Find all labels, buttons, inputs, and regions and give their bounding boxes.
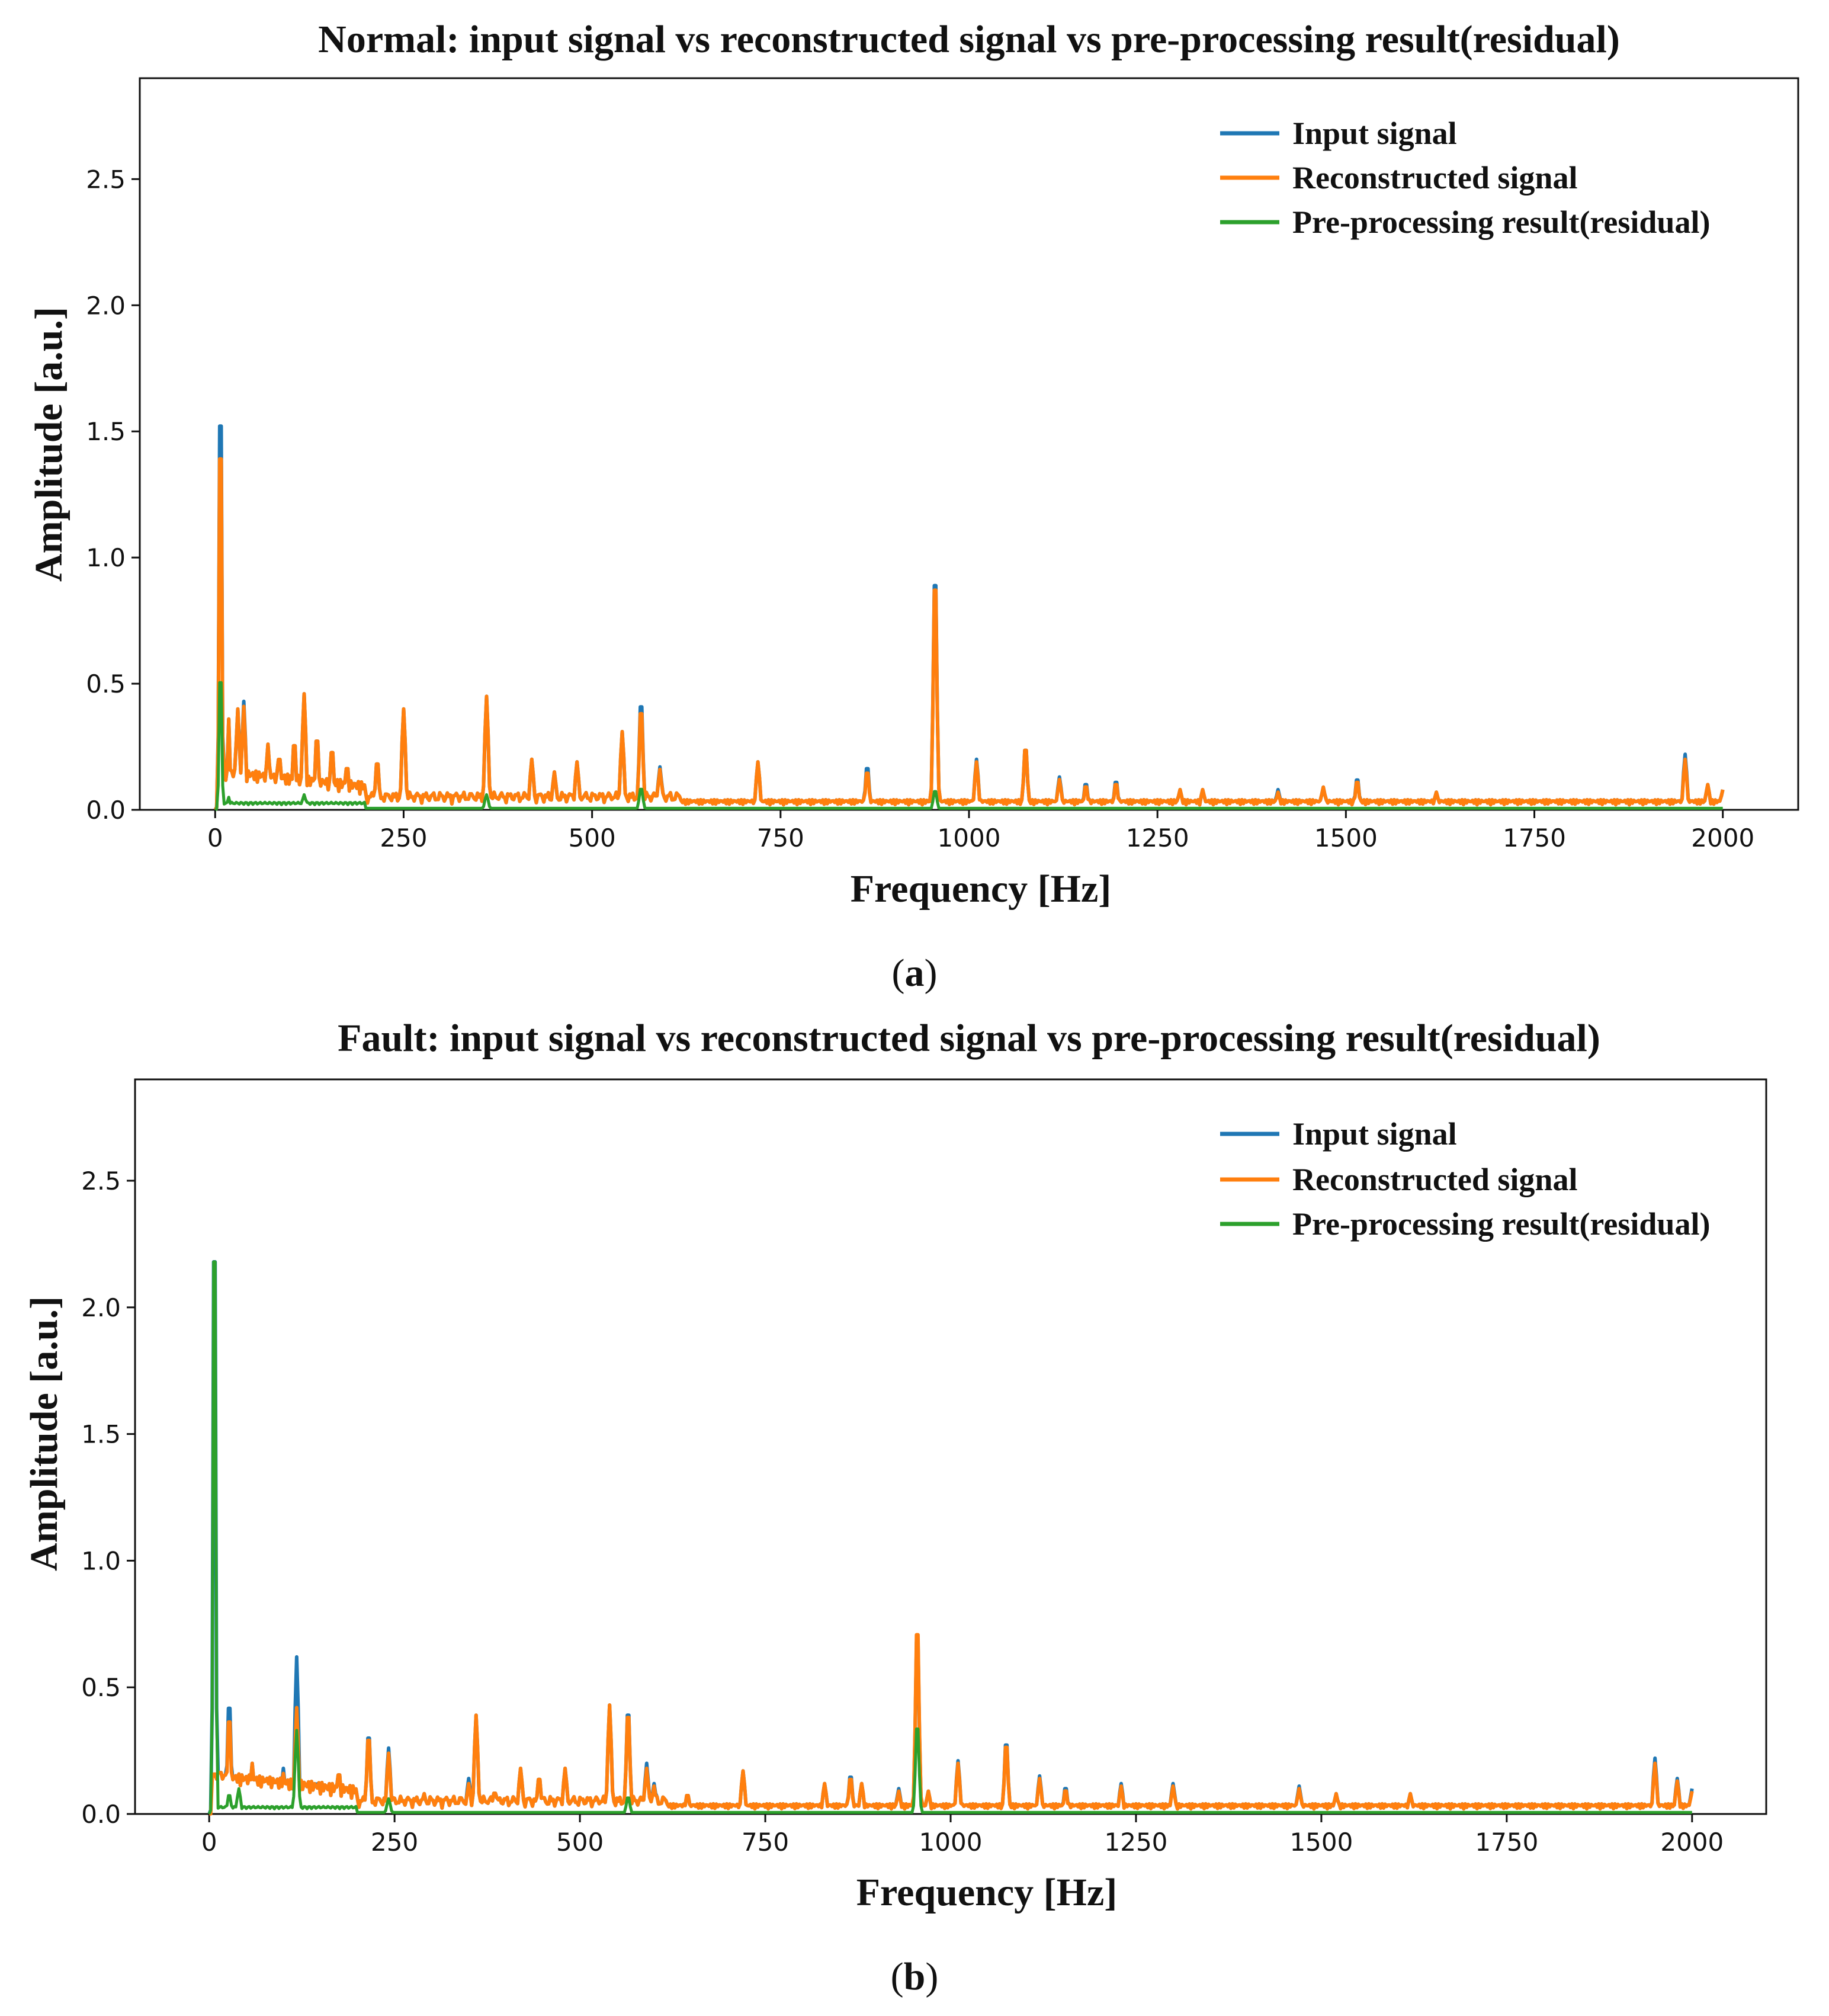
x-tick-label-a: 1000 bbox=[938, 823, 1001, 852]
series-line-reconstructed-b bbox=[208, 1633, 1694, 1816]
y-tick-label-a: 1.0 bbox=[86, 543, 126, 572]
y-tick-label-a: 2.5 bbox=[86, 165, 126, 194]
x-tick-label-b: 1500 bbox=[1289, 1828, 1353, 1857]
series-lines-b bbox=[207, 1260, 1694, 1816]
x-tick-label-b: 2000 bbox=[1660, 1828, 1724, 1857]
x-tick-label-b: 0 bbox=[201, 1828, 217, 1857]
legend-label-residual-b: Pre-processing result(residual) bbox=[1292, 1206, 1710, 1242]
x-tick-label-b: 1000 bbox=[919, 1828, 983, 1857]
ylabel-b: Amplitude [a.u.] bbox=[23, 1296, 66, 1571]
x-tick-label-a: 1250 bbox=[1126, 823, 1189, 852]
legend-label-reconstructed-b: Reconstructed signal bbox=[1292, 1162, 1577, 1197]
legend-label-input-a: Input signal bbox=[1292, 116, 1457, 151]
series-line-reconstructed-a bbox=[213, 457, 1725, 811]
legend-label-residual-a: Pre-processing result(residual) bbox=[1292, 204, 1710, 240]
y-tick-label-b: 2.5 bbox=[81, 1166, 121, 1196]
x-tick-label-a: 1500 bbox=[1314, 823, 1378, 852]
series-line-residual-a bbox=[214, 681, 1723, 812]
y-tick-label-b: 2.0 bbox=[81, 1293, 121, 1322]
y-tick-label-b: 1.0 bbox=[81, 1546, 121, 1575]
x-tick-label-a: 2000 bbox=[1691, 823, 1754, 852]
x-tick-label-b: 1250 bbox=[1105, 1828, 1168, 1857]
legend-a: Input signal Reconstructed signal Pre-pr… bbox=[1220, 116, 1710, 240]
y-tick-label-a: 0.5 bbox=[86, 669, 126, 698]
x-tick-label-b: 250 bbox=[371, 1828, 418, 1857]
chart-panel-b: Fault: input signal vs reconstructed sig… bbox=[23, 1017, 1767, 1998]
x-tick-label-a: 0 bbox=[207, 823, 223, 852]
ylabel-a: Amplitude [a.u.] bbox=[27, 307, 70, 582]
x-tick-label-b: 750 bbox=[742, 1828, 789, 1857]
chart-title-a: Normal: input signal vs reconstructed si… bbox=[318, 18, 1620, 61]
y-tick-label-b: 1.5 bbox=[81, 1420, 121, 1449]
y-tick-label-b: 0.5 bbox=[81, 1673, 121, 1702]
y-tick-label-a: 1.5 bbox=[86, 417, 126, 446]
series-line-residual-b bbox=[207, 1260, 1692, 1815]
y-tick-label-b: 0.0 bbox=[81, 1800, 121, 1829]
legend-label-reconstructed-a: Reconstructed signal bbox=[1292, 160, 1577, 195]
axis-ticks-a: 0 250 500 750 1000 1250 1500 1750 2000 0.0 0.5 1.0 1… bbox=[86, 165, 1754, 852]
legend-b: Input signal Reconstructed signal Pre-pr… bbox=[1220, 1116, 1710, 1242]
xlabel-a: Frequency [Hz] bbox=[851, 867, 1112, 911]
legend-label-input-b: Input signal bbox=[1292, 1116, 1457, 1152]
series-lines-a bbox=[213, 424, 1725, 812]
chart-title-b: Fault: input signal vs reconstructed sig… bbox=[338, 1017, 1600, 1060]
axis-ticks-b: 0 250 500 750 1000 1250 1500 1750 2000 0.0 0.5 1.0 1… bbox=[81, 1166, 1724, 1857]
chart-panel-a: Normal: input signal vs reconstructed si… bbox=[27, 18, 1799, 995]
xlabel-b: Frequency [Hz] bbox=[856, 1871, 1118, 1914]
series-line-input-a bbox=[213, 424, 1725, 811]
panel-caption-a: (a) bbox=[892, 951, 938, 995]
x-tick-label-a: 500 bbox=[569, 823, 616, 852]
panel-caption-letter-b: b bbox=[904, 1955, 926, 1998]
x-tick-label-b: 500 bbox=[556, 1828, 604, 1857]
y-tick-label-a: 2.0 bbox=[86, 291, 126, 320]
x-tick-label-a: 250 bbox=[380, 823, 427, 852]
x-tick-label-b: 1750 bbox=[1475, 1828, 1538, 1857]
series-line-input-b bbox=[207, 1260, 1694, 1815]
x-tick-label-a: 1750 bbox=[1503, 823, 1566, 852]
y-tick-label-a: 0.0 bbox=[86, 796, 126, 825]
panel-caption-letter-a: a bbox=[905, 951, 925, 995]
panel-caption-b: (b) bbox=[891, 1955, 939, 1998]
x-tick-label-a: 750 bbox=[757, 823, 804, 852]
